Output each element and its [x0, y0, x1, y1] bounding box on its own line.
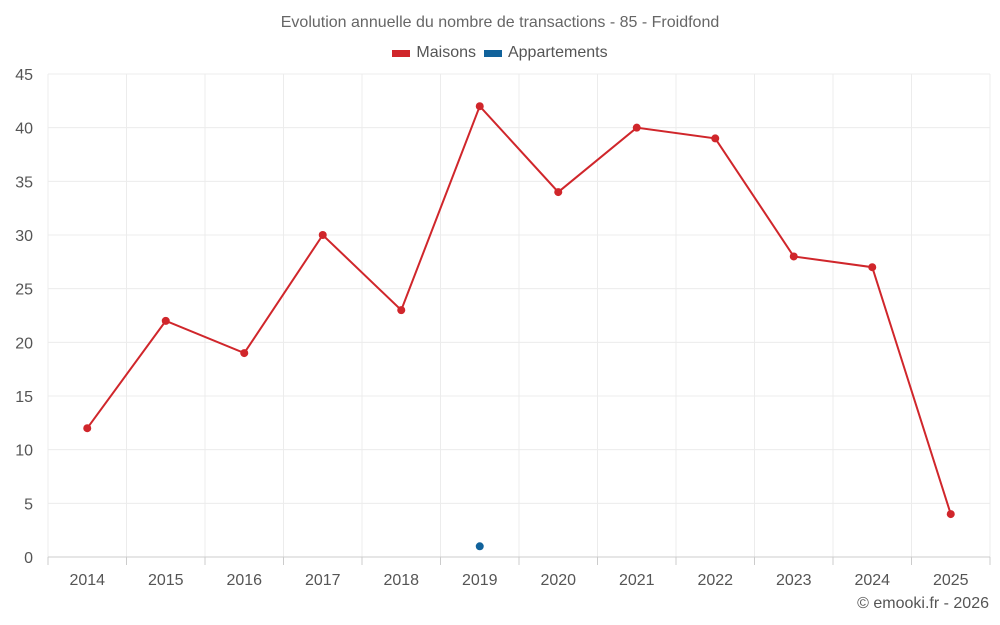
x-tick-label-2015: 2015: [148, 572, 184, 589]
x-tick-label-2016: 2016: [226, 572, 262, 589]
data-point-maisons-2019[interactable]: [475, 102, 484, 111]
legend-item-appartements[interactable]: Appartements: [483, 44, 608, 62]
y-tick-label-35: 35: [15, 174, 33, 191]
y-tick-label-40: 40: [15, 121, 33, 138]
data-point-maisons-2017[interactable]: [318, 231, 327, 239]
x-tick-label-2021: 2021: [619, 572, 655, 589]
legend-item-maisons[interactable]: Maisons: [392, 44, 476, 62]
data-point-maisons-2024[interactable]: [868, 263, 877, 272]
data-point-maisons-2023[interactable]: [789, 252, 798, 261]
x-tick-label-2017: 2017: [305, 572, 341, 589]
legend: Maisons Appartements: [0, 44, 1000, 62]
y-tick-label-10: 10: [15, 443, 33, 460]
data-point-maisons-2014[interactable]: [83, 424, 92, 433]
x-tick-label-2014: 2014: [69, 572, 105, 589]
x-tick-label-2023: 2023: [776, 572, 812, 589]
data-point-maisons-2015[interactable]: [161, 316, 170, 325]
data-point-maisons-2020[interactable]: [554, 188, 563, 197]
y-tick-label-25: 25: [15, 282, 33, 299]
y-tick-label-45: 45: [15, 67, 33, 84]
y-tick-label-20: 20: [15, 335, 33, 352]
data-point-maisons-2022[interactable]: [711, 134, 720, 143]
y-tick-label-5: 5: [24, 496, 33, 513]
legend-swatch-appartements: [483, 49, 502, 57]
legend-label-appartements: Appartements: [507, 44, 608, 61]
legend-swatch-maisons: [392, 49, 411, 57]
data-point-maisons-2025[interactable]: [946, 510, 955, 519]
legend-label-maisons: Maisons: [416, 44, 476, 61]
data-point-maisons-2021[interactable]: [632, 123, 641, 132]
x-tick-label-2022: 2022: [697, 572, 733, 589]
x-tick-label-2024: 2024: [854, 572, 890, 589]
data-point-appartements-2019[interactable]: [475, 542, 484, 551]
x-tick-label-2020: 2020: [540, 572, 576, 589]
y-tick-label-30: 30: [15, 228, 33, 245]
credit-text[interactable]: © emooki.fr - 2026: [857, 595, 989, 612]
x-tick-label-2018: 2018: [383, 572, 419, 589]
x-tick-label-2025: 2025: [933, 572, 969, 589]
data-point-maisons-2016[interactable]: [240, 349, 249, 358]
x-tick-label-2019: 2019: [462, 572, 498, 589]
y-tick-label-0: 0: [24, 550, 33, 567]
data-point-maisons-2018[interactable]: [397, 306, 406, 315]
chart-title: Evolution annuelle du nombre de transact…: [280, 14, 720, 31]
y-tick-label-15: 15: [15, 389, 33, 406]
series-line-maisons: [86, 104, 952, 515]
